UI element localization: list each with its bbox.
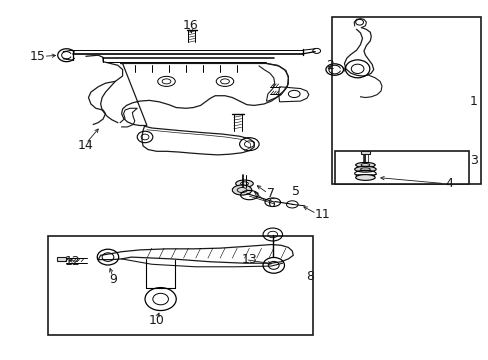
Text: 12: 12 — [65, 255, 81, 268]
Bar — [48, 235, 312, 335]
Ellipse shape — [354, 166, 375, 172]
Text: 14: 14 — [78, 139, 94, 152]
Text: 15: 15 — [29, 50, 45, 63]
Text: 11: 11 — [314, 208, 330, 221]
Bar — [57, 257, 65, 261]
Text: 3: 3 — [469, 154, 477, 167]
Ellipse shape — [232, 185, 251, 195]
Text: 7: 7 — [267, 187, 275, 200]
Text: 13: 13 — [241, 253, 257, 266]
Bar — [360, 151, 369, 154]
Text: 10: 10 — [148, 314, 164, 327]
Bar — [331, 17, 480, 184]
Text: 8: 8 — [305, 270, 314, 283]
Text: 6: 6 — [267, 197, 275, 210]
Text: 2: 2 — [325, 59, 333, 72]
Ellipse shape — [235, 180, 253, 187]
Bar — [334, 151, 468, 184]
Text: 5: 5 — [291, 185, 299, 198]
Ellipse shape — [355, 175, 374, 180]
Text: 9: 9 — [109, 273, 117, 286]
Text: 16: 16 — [183, 19, 198, 32]
Ellipse shape — [355, 162, 374, 167]
Text: 1: 1 — [469, 95, 477, 108]
Text: 4: 4 — [445, 177, 452, 190]
